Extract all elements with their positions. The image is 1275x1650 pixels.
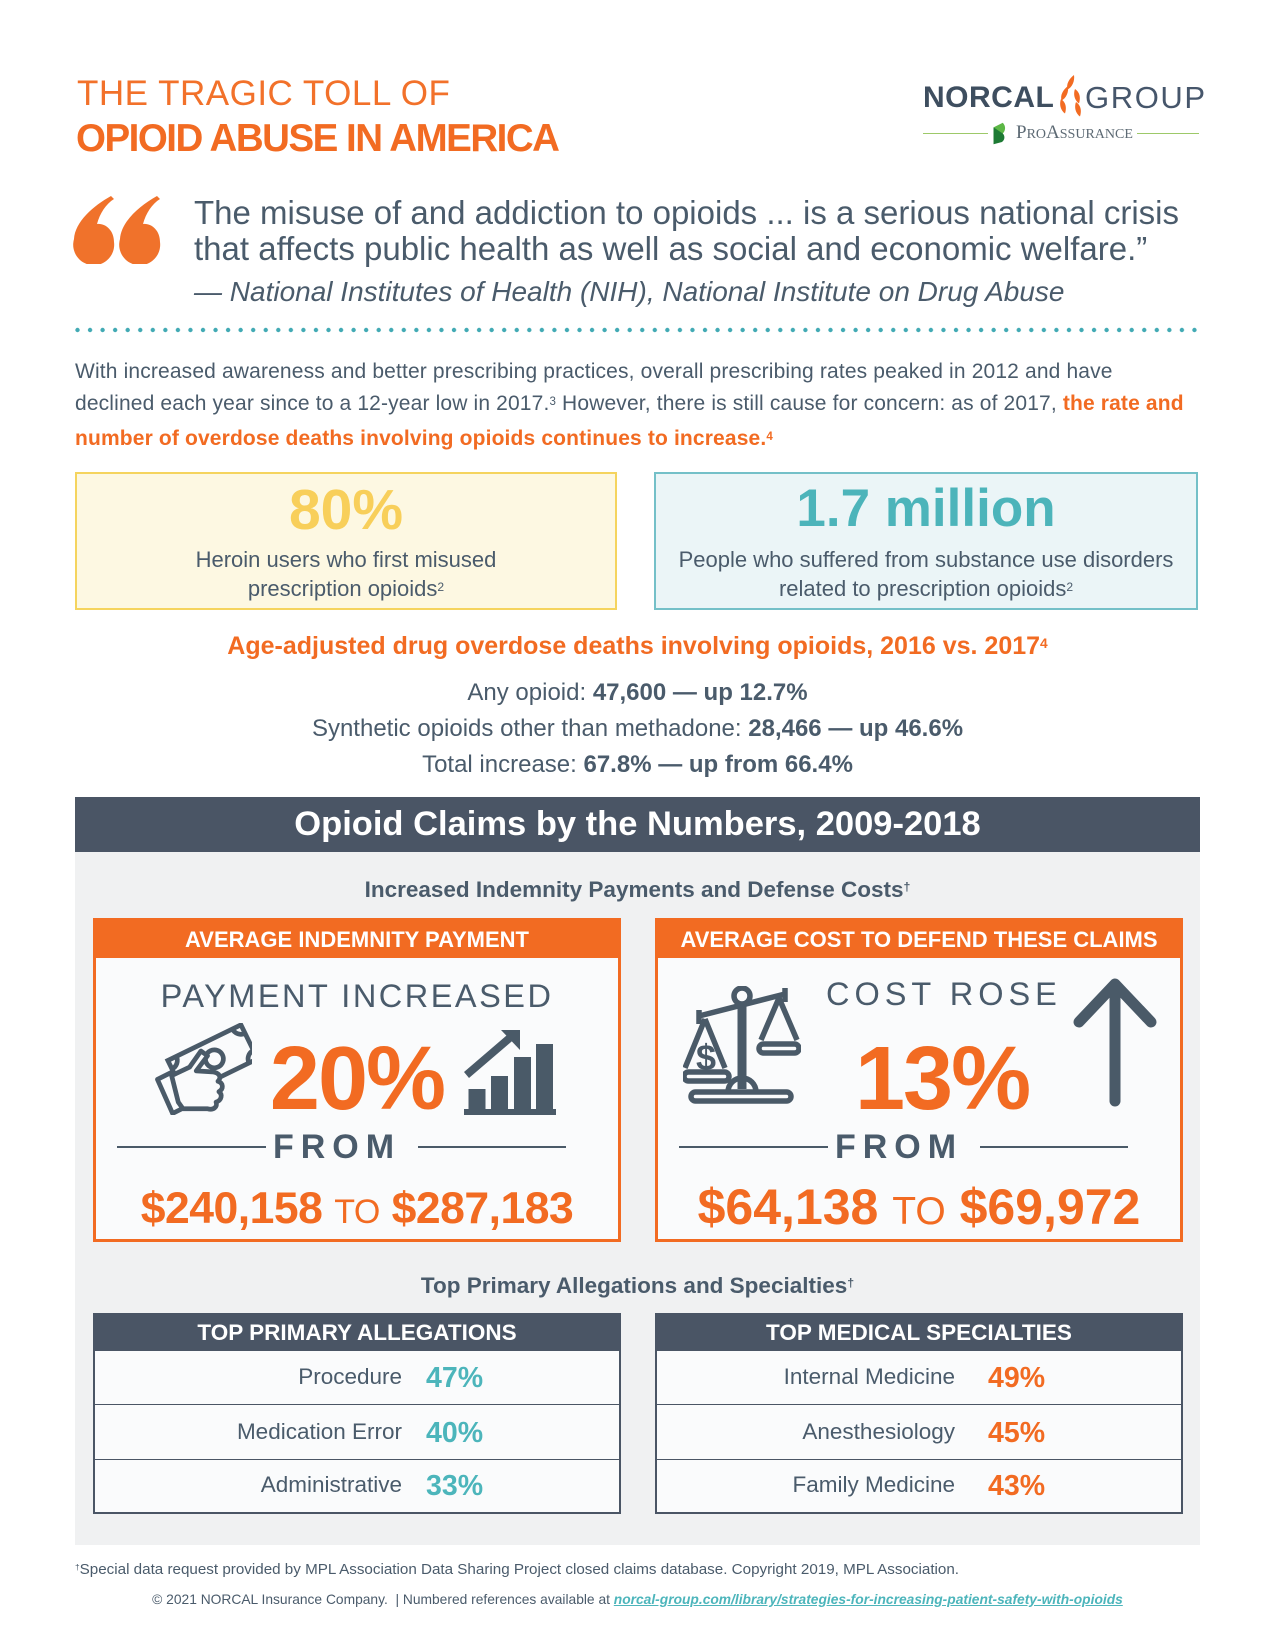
svg-text:$: $ bbox=[696, 1037, 716, 1078]
